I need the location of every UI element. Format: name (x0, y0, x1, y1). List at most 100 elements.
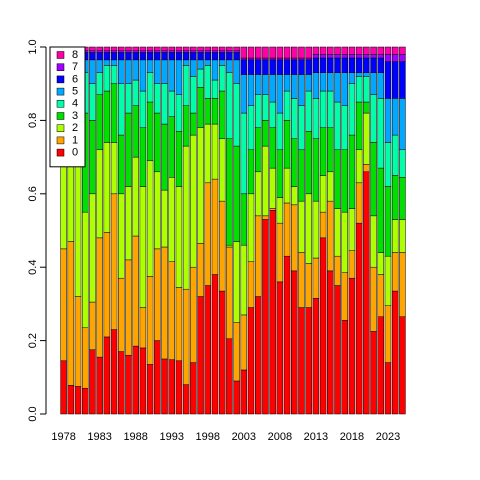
bar-segment (348, 57, 356, 73)
y-tick-label: 0.8 (27, 113, 39, 128)
bar-segment (327, 171, 334, 202)
legend-label: 3 (72, 110, 78, 122)
bar-segment (399, 98, 406, 151)
bar-segment (247, 193, 255, 262)
bar-segment (204, 285, 212, 415)
bar-segment (341, 272, 348, 321)
bar-segment (74, 386, 82, 415)
bar-segment (291, 57, 298, 61)
bar-segment (319, 57, 327, 73)
bar-segment (363, 72, 370, 77)
bar-segment (262, 74, 269, 95)
bar-segment (218, 200, 226, 292)
bar-segment (334, 101, 341, 151)
bar-segment (125, 83, 132, 114)
legend-swatch (56, 100, 65, 108)
bar-segment (103, 232, 111, 338)
bar-segment (103, 336, 111, 415)
bar-segment (355, 54, 363, 59)
bar-segment (118, 83, 125, 136)
bar-segment (319, 54, 327, 59)
bar-segment (384, 255, 392, 306)
legend-label: 8 (72, 49, 78, 61)
bar-segment (348, 72, 356, 84)
bar-segment (197, 87, 204, 128)
bar-segment (197, 52, 204, 61)
bar-segment (182, 59, 190, 66)
bar-segment (103, 52, 111, 61)
bar-segment (262, 59, 269, 75)
bar-segment (341, 320, 348, 415)
bar-segment (370, 54, 377, 59)
bar-segment (218, 59, 226, 66)
bar-segment (399, 54, 406, 62)
bar-segment (154, 52, 161, 61)
bar-segment (146, 52, 154, 61)
bar-segment (190, 76, 197, 114)
bar-segment (103, 65, 111, 92)
bar-segment (103, 142, 111, 233)
bar-segment (125, 355, 132, 415)
bar-segment (204, 182, 212, 286)
bar-segment (262, 215, 269, 220)
bar-segment (60, 360, 67, 415)
bar-segment (283, 167, 291, 204)
bar-segment (197, 243, 204, 297)
bar-segment (81, 327, 89, 389)
bar-segment (254, 57, 262, 61)
bar-segment (276, 149, 284, 198)
bar-segment (168, 116, 175, 178)
bar-segment (110, 50, 118, 53)
bar-segment (89, 46, 96, 51)
bar-segment (96, 237, 103, 358)
bar-segment (254, 171, 262, 217)
bar-segment (118, 59, 125, 84)
bar-segment (283, 74, 291, 92)
bar-segment (218, 290, 226, 415)
bar-segment (161, 123, 168, 191)
legend-label: 0 (72, 147, 78, 159)
bar-segment (139, 52, 147, 61)
bar-segment (283, 59, 291, 75)
bar-segment (312, 138, 320, 202)
bar-segment (291, 74, 298, 99)
bar-segment (190, 50, 197, 53)
bar-segment (305, 263, 312, 308)
bar-segment (211, 59, 219, 81)
bar-segment (319, 90, 327, 128)
bar-segment (254, 94, 262, 128)
bar-segment (240, 74, 248, 114)
bar-segment (348, 277, 356, 415)
bar-segment (276, 112, 284, 151)
bar-segment (399, 149, 406, 178)
bar-segment (305, 57, 312, 61)
bar-segment (175, 52, 183, 61)
bar-segment (269, 46, 276, 59)
bar-segment (118, 46, 125, 51)
bar-segment (319, 127, 327, 176)
bar-segment (89, 50, 96, 53)
bar-segment (161, 246, 168, 360)
legend-swatch (56, 87, 65, 96)
bar-segment (74, 296, 82, 387)
bar-segment (305, 90, 312, 132)
bar-segment (247, 149, 255, 195)
bar-segment (132, 235, 139, 347)
bar-segment (132, 345, 139, 415)
bar-segment (118, 52, 125, 61)
bar-segment (341, 72, 348, 106)
bar-segment (391, 219, 399, 253)
bar-segment (377, 252, 385, 275)
bar-segment (391, 134, 399, 176)
bar-segment (226, 46, 233, 51)
bar-segment (168, 52, 175, 61)
bar-segment (89, 193, 96, 303)
bar-segment (254, 59, 262, 75)
bar-segment (370, 215, 377, 268)
bar-segment (254, 46, 262, 59)
bar-segment (182, 384, 190, 415)
bar-segment (312, 54, 320, 59)
bar-segment (240, 244, 248, 316)
bar-segment (110, 46, 118, 51)
